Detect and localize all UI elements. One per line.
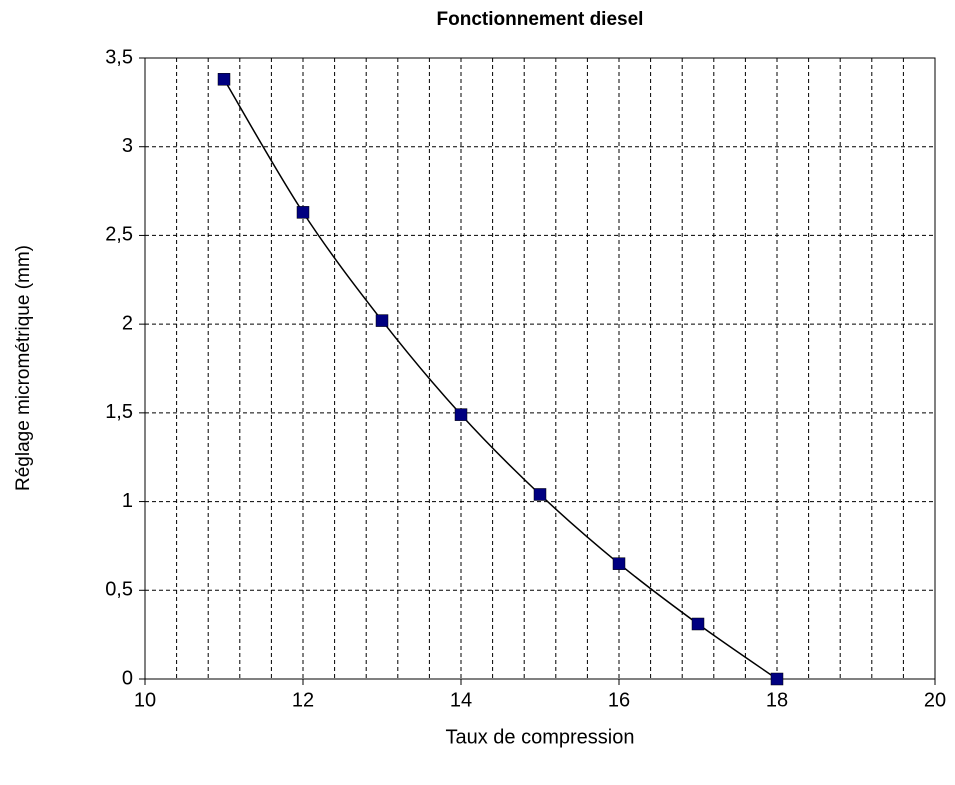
marker: [533, 488, 547, 501]
x-tick-label: 14: [450, 689, 472, 711]
marker: [612, 557, 626, 570]
x-tick-label: 18: [766, 689, 788, 711]
y-tick-label: 0: [122, 667, 133, 689]
x-tick-label: 12: [292, 689, 314, 711]
marker: [375, 314, 389, 327]
y-tick-label: 0,5: [105, 579, 133, 601]
y-tick-label: 2,5: [105, 224, 133, 246]
chart-title: Fonctionnement diesel: [437, 9, 644, 30]
plot-border: [144, 57, 936, 680]
line: [223, 78, 778, 680]
marker: [454, 408, 468, 421]
y-tick-label: 2: [122, 312, 133, 334]
y-axis-label: Réglage micrométrique (mm): [13, 245, 34, 491]
x-axis-label: Taux de compression: [446, 726, 635, 748]
y-tick-label: 3: [122, 135, 133, 157]
x-tick-label: 10: [134, 689, 156, 711]
x-tick-label: 20: [924, 689, 946, 711]
y-tick-label: 1: [122, 490, 133, 512]
marker: [296, 206, 310, 219]
y-tick-label: 1,5: [105, 401, 133, 423]
marker: [217, 73, 231, 86]
marker: [691, 617, 705, 631]
y-tick-label: 3,5: [105, 46, 133, 68]
x-tick-label: 16: [608, 689, 630, 711]
marker: [770, 672, 784, 686]
